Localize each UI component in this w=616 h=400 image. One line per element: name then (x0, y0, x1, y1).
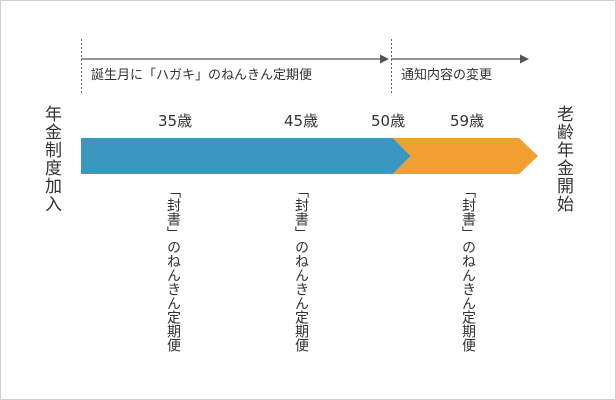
start-label: 年金制度加入 (41, 105, 61, 213)
age-label-35: 35歳 (158, 112, 193, 130)
mail-note-59: 「封書」のねんきん定期便 (460, 184, 476, 352)
age-label-45: 45歳 (284, 112, 319, 130)
mail-note-45: 「封書」のねんきん定期便 (293, 184, 309, 352)
period-label-change: 通知内容の変更 (401, 68, 493, 83)
timeline-segment-orange (393, 138, 538, 174)
age-label-59: 59歳 (450, 112, 485, 130)
mail-note-35: 「封書」のねんきん定期便 (165, 184, 181, 352)
age-label-50: 50歳 (371, 112, 406, 130)
first-period-arrowhead (380, 54, 389, 64)
end-label: 老齢年金開始 (553, 105, 573, 213)
second-period-arrowhead (520, 54, 529, 64)
timeline-segment-blue (81, 138, 411, 174)
period-label-postcard: 誕生月に「ハガキ」のねんきん定期便 (91, 68, 313, 83)
